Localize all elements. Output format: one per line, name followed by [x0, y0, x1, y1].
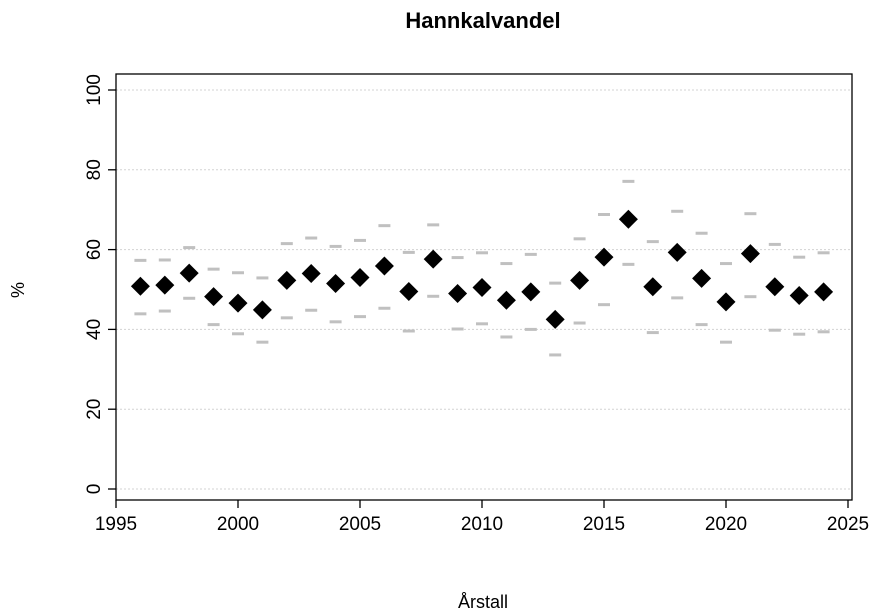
y-tick-label: 40 — [84, 319, 105, 340]
x-tick-label: 2025 — [827, 514, 869, 535]
data-point — [496, 290, 516, 310]
data-point — [228, 293, 248, 313]
data-point — [545, 309, 565, 329]
data-point — [252, 300, 272, 320]
y-tick-label: 100 — [84, 74, 105, 106]
x-axis: 1995 2000 2005 2010 2015 2020 2025 — [95, 500, 869, 535]
data-point — [570, 270, 590, 290]
gridlines — [116, 89, 852, 490]
data-point — [594, 247, 614, 267]
data-point — [814, 282, 834, 302]
data-point — [155, 275, 175, 295]
data-point — [716, 292, 736, 312]
x-axis-title: Årstall — [458, 592, 508, 612]
x-tick-label: 2005 — [339, 514, 381, 535]
data-point — [740, 244, 760, 264]
y-tick-label: 20 — [84, 399, 105, 420]
data-point — [765, 277, 785, 297]
data-point — [448, 283, 468, 303]
data-point — [277, 270, 297, 290]
x-tick-label: 1995 — [95, 514, 137, 535]
data-point — [130, 276, 150, 296]
x-tick-label: 2020 — [705, 514, 747, 535]
x-tick-label: 2015 — [583, 514, 625, 535]
data-point — [618, 209, 638, 229]
y-tick-label: 80 — [84, 159, 105, 180]
x-tick-label: 2000 — [217, 514, 259, 535]
data-point — [667, 242, 687, 262]
x-tick-label: 2010 — [461, 514, 503, 535]
y-tick-label: 60 — [84, 239, 105, 260]
data-point — [643, 277, 663, 297]
data-point — [179, 263, 199, 283]
data-point — [399, 281, 419, 301]
chart-title: Hannkalvandel — [405, 8, 560, 33]
data-point — [326, 274, 346, 294]
data-point — [423, 249, 443, 269]
data-point — [374, 256, 394, 276]
points — [130, 209, 834, 329]
data-point — [692, 268, 712, 288]
data-point — [350, 268, 370, 288]
data-point — [521, 282, 541, 302]
y-axis-title: % — [8, 282, 28, 298]
data-point — [789, 285, 809, 305]
intervals — [134, 179, 830, 357]
y-tick-label: 0 — [84, 484, 105, 495]
data-point — [301, 264, 321, 284]
y-axis: 0 20 40 60 80 100 — [84, 74, 116, 494]
data-point — [472, 278, 492, 298]
plot-frame — [115, 73, 853, 501]
data-point — [204, 287, 224, 307]
